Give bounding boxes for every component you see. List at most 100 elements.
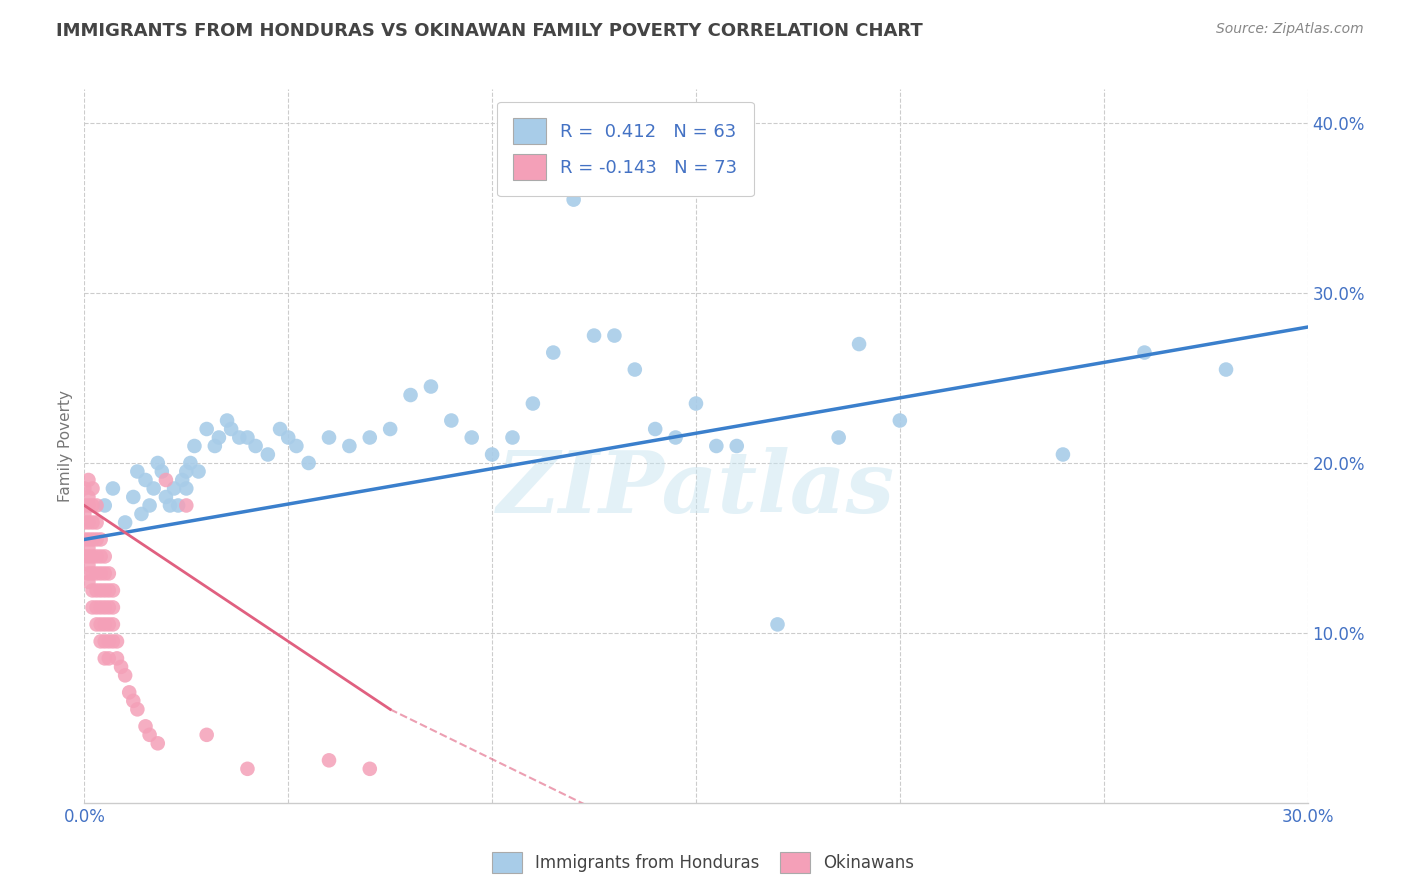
Point: [269, 422, 291, 436]
Point: [118, 685, 141, 699]
Point: [86, 600, 108, 615]
Point: [183, 439, 205, 453]
Point: [236, 762, 259, 776]
Point: [1052, 448, 1074, 462]
Text: ZIPatlas: ZIPatlas: [496, 447, 896, 531]
Point: [502, 430, 524, 444]
Point: [90, 583, 112, 598]
Point: [73, 533, 96, 547]
Point: [665, 430, 688, 444]
Point: [155, 473, 177, 487]
Point: [101, 600, 124, 615]
Point: [359, 430, 381, 444]
Point: [82, 549, 104, 564]
Point: [187, 465, 209, 479]
Point: [82, 600, 104, 615]
Point: [583, 328, 606, 343]
Point: [228, 430, 250, 444]
Point: [90, 566, 112, 581]
Point: [93, 617, 115, 632]
Point: [174, 465, 197, 479]
Point: [706, 439, 728, 453]
Point: [174, 482, 197, 496]
Point: [77, 574, 100, 589]
Point: [1133, 345, 1156, 359]
Point: [90, 634, 112, 648]
Point: [82, 499, 104, 513]
Point: [127, 702, 149, 716]
Point: [159, 499, 181, 513]
Point: [522, 396, 544, 410]
Point: [86, 499, 108, 513]
Point: [339, 439, 361, 453]
Point: [318, 753, 340, 767]
Point: [685, 396, 707, 410]
Point: [93, 549, 115, 564]
Point: [399, 388, 422, 402]
Point: [105, 634, 128, 648]
Point: [131, 507, 153, 521]
Text: Source: ZipAtlas.com: Source: ZipAtlas.com: [1216, 22, 1364, 37]
Point: [318, 430, 340, 444]
Point: [889, 413, 911, 427]
Point: [219, 422, 242, 436]
Point: [195, 728, 218, 742]
Point: [93, 634, 115, 648]
Point: [543, 345, 565, 359]
Point: [86, 549, 108, 564]
Point: [146, 456, 169, 470]
Point: [440, 413, 463, 427]
Point: [179, 456, 201, 470]
Point: [86, 583, 108, 598]
Point: [86, 533, 108, 547]
Point: [97, 651, 120, 665]
Point: [146, 736, 169, 750]
Point: [93, 600, 115, 615]
Point: [277, 430, 299, 444]
Point: [93, 583, 115, 598]
Point: [481, 448, 503, 462]
Point: [90, 549, 112, 564]
Point: [97, 600, 120, 615]
Point: [138, 728, 160, 742]
Y-axis label: Family Poverty: Family Poverty: [58, 390, 73, 502]
Point: [257, 448, 280, 462]
Point: [848, 337, 870, 351]
Point: [105, 651, 128, 665]
Point: [172, 473, 194, 487]
Point: [135, 719, 157, 733]
Point: [150, 465, 173, 479]
Point: [285, 439, 308, 453]
Point: [298, 456, 321, 470]
Point: [82, 516, 104, 530]
Point: [110, 660, 132, 674]
Point: [77, 499, 100, 513]
Point: [82, 583, 104, 598]
Point: [77, 490, 100, 504]
Point: [174, 499, 197, 513]
Point: [77, 533, 100, 547]
Point: [101, 617, 124, 632]
Point: [73, 516, 96, 530]
Point: [461, 430, 484, 444]
Point: [77, 516, 100, 530]
Point: [93, 651, 115, 665]
Point: [138, 499, 160, 513]
Point: [163, 482, 186, 496]
Point: [97, 583, 120, 598]
Point: [86, 566, 108, 581]
Point: [90, 617, 112, 632]
Point: [77, 549, 100, 564]
Point: [93, 566, 115, 581]
Point: [82, 533, 104, 547]
Point: [1215, 362, 1237, 376]
Point: [114, 516, 136, 530]
Point: [359, 762, 381, 776]
Point: [135, 473, 157, 487]
Point: [73, 549, 96, 564]
Point: [167, 499, 190, 513]
Point: [77, 541, 100, 555]
Point: [93, 499, 115, 513]
Point: [114, 668, 136, 682]
Point: [77, 558, 100, 572]
